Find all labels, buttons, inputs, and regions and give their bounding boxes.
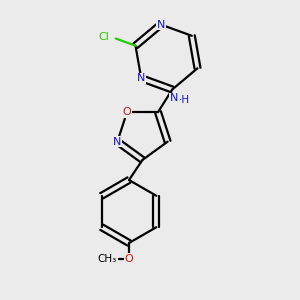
Text: O: O [124,254,134,264]
Text: N: N [170,93,178,103]
Text: Cl: Cl [98,32,109,42]
Text: N: N [137,73,146,83]
Text: N: N [157,20,165,29]
Text: ·H: ·H [179,94,190,105]
Text: CH₃: CH₃ [97,254,116,264]
Text: N: N [113,137,122,147]
Text: O: O [123,107,131,117]
